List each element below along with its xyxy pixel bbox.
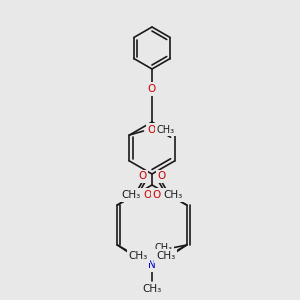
Text: CH₃: CH₃ bbox=[156, 125, 175, 135]
Text: O: O bbox=[139, 171, 147, 181]
Text: CH₃: CH₃ bbox=[142, 284, 162, 294]
Text: CH₃: CH₃ bbox=[163, 190, 182, 200]
Text: CH₃: CH₃ bbox=[122, 190, 141, 200]
Text: O: O bbox=[143, 190, 152, 200]
Text: CH₃: CH₃ bbox=[154, 243, 173, 253]
Text: N: N bbox=[148, 260, 156, 270]
Text: O: O bbox=[153, 190, 161, 200]
Text: CH₃: CH₃ bbox=[156, 251, 175, 261]
Text: O: O bbox=[147, 125, 156, 135]
Text: O: O bbox=[148, 84, 156, 94]
Text: O: O bbox=[157, 171, 165, 181]
Text: CH₃: CH₃ bbox=[129, 251, 148, 261]
